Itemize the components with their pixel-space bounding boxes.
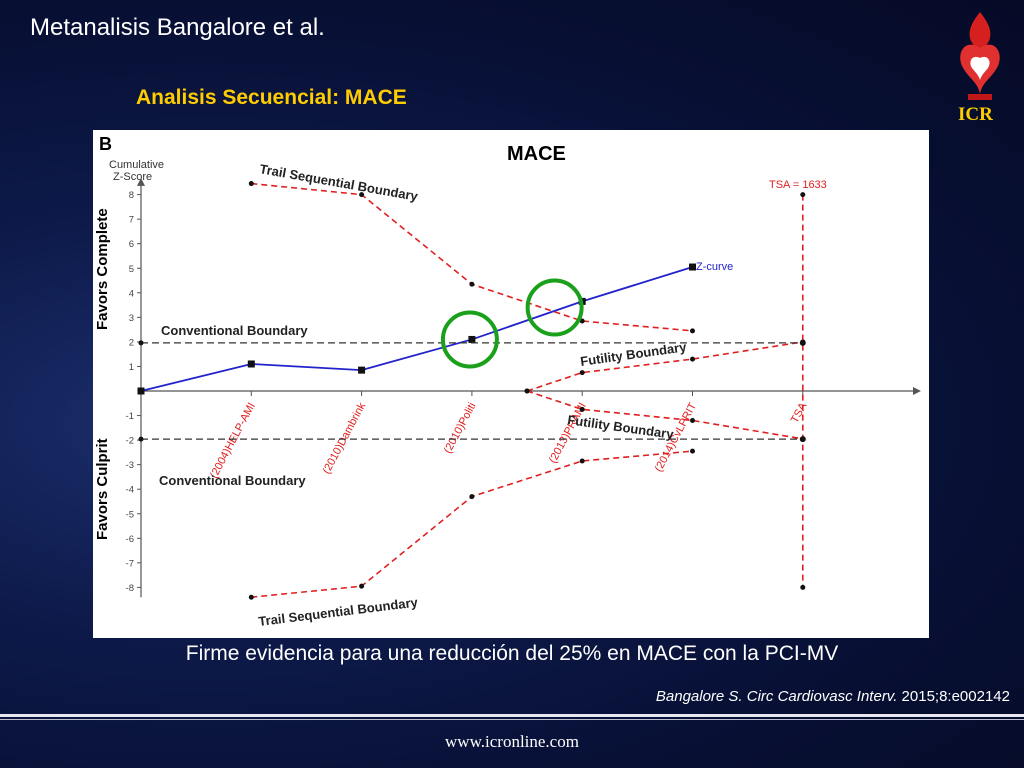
icr-heart-logo-icon	[960, 12, 1000, 100]
zcurve-point	[689, 263, 696, 271]
futility-lower-point	[524, 388, 530, 394]
conventional-lower-label: Conventional Boundary	[159, 473, 306, 488]
y-axis-label-line2: Z-Score	[113, 171, 152, 183]
zcurve-line	[140, 266, 693, 392]
futility-upper-boundary-line	[526, 341, 803, 392]
trial-lower-point	[690, 448, 695, 454]
x-tick-label: (2010)Dambrink	[321, 400, 369, 476]
chart-panel: B MACE Cumulative Z-Score Favors Complet…	[93, 130, 929, 638]
trial-upper-point	[248, 181, 254, 187]
chart-title: MACE	[507, 143, 566, 165]
mace-sequential-chart: B MACE Cumulative Z-Score Favors Complet…	[94, 134, 921, 629]
y-tick-label: -8	[126, 583, 134, 594]
slide-subtitle: Analisis Secuencial: MACE	[136, 86, 407, 109]
trial-lower-boundary-line	[251, 450, 693, 599]
conventional-upper-label: Conventional Boundary	[161, 323, 308, 338]
y-tick-label: -1	[126, 411, 134, 422]
y-tick-label: 6	[129, 239, 134, 250]
citation: Bangalore S. Circ Cardiovasc Interv. 201…	[656, 688, 1010, 705]
conclusion-text: Firme evidencia para una reducción del 2…	[185, 642, 839, 665]
logo-text: ICR	[958, 104, 993, 125]
futility-upper-point	[690, 356, 695, 362]
y-tick-label: 4	[129, 288, 134, 299]
trial-lower-point	[359, 583, 365, 589]
conventional-start-point	[138, 340, 144, 346]
favors-culprit-label: Favors Culprit	[94, 438, 111, 540]
y-tick-label: -3	[126, 460, 134, 471]
y-tick-label: -7	[126, 558, 134, 569]
trial-upper-point	[469, 281, 475, 287]
citation-details: 2015;8:e002142	[897, 688, 1010, 705]
tsa-point	[800, 192, 806, 198]
favors-complete-label: Favors Complete	[94, 208, 111, 330]
tsa-conventional-point	[799, 339, 806, 346]
futility-lower-point	[690, 417, 695, 423]
x-axis-arrow	[913, 387, 921, 395]
footer-url: www.icronline.com	[445, 732, 579, 751]
slide-title: Metanalisis Bangalore et al.	[30, 14, 325, 41]
y-tick-label: 5	[129, 264, 134, 275]
trial-upper-boundary-line	[251, 182, 693, 332]
y-tick-label: 8	[129, 190, 134, 201]
zcurve-point	[137, 387, 145, 395]
citation-journal: Bangalore S. Circ Cardiovasc Interv.	[655, 688, 898, 705]
futility-lower-point	[579, 406, 585, 412]
x-tick-label: (2004)HELP-AMI	[208, 401, 258, 481]
futility-lower-boundary-line	[526, 390, 803, 440]
y-axis-arrow	[137, 177, 145, 186]
x-tick-label: (2010)Politi	[442, 401, 479, 456]
trial-lower-point	[469, 494, 475, 500]
highlight-circle-politi	[440, 310, 499, 369]
footer-divider-thin	[0, 719, 1024, 720]
zcurve-label: Z-curve	[696, 261, 733, 273]
y-tick-label: 2	[129, 337, 134, 348]
conventional-start-point	[138, 436, 144, 442]
trial-upper-point	[359, 192, 365, 198]
trial-upper-point	[690, 328, 695, 334]
trail-lower-label: Trail Sequential Boundary	[258, 594, 420, 629]
y-tick-label: 7	[129, 215, 134, 226]
trail-upper-label: Trail Sequential Boundary	[258, 161, 419, 204]
zcurve-point	[247, 360, 255, 368]
x-tick-label: TSA	[789, 400, 810, 425]
trial-lower-point	[248, 594, 254, 600]
tsa-point	[800, 584, 806, 590]
tsa-label: TSA = 1633	[769, 179, 827, 191]
y-tick-label: 3	[129, 313, 134, 324]
zcurve-point	[468, 335, 476, 343]
y-tick-label: 1	[129, 362, 134, 373]
trial-upper-point	[579, 318, 585, 324]
panel-label: B	[99, 134, 112, 154]
highlight-circle-prami	[525, 278, 584, 337]
futility-upper-point	[579, 370, 585, 376]
y-tick-label: -2	[126, 436, 134, 447]
y-tick-label: -6	[126, 534, 134, 545]
footer-divider	[0, 714, 1024, 717]
zcurve-point	[358, 366, 366, 374]
tsa-conventional-point	[799, 436, 806, 443]
y-tick-label: -4	[126, 485, 134, 496]
trial-lower-point	[579, 458, 585, 464]
futility-upper-label: Futility Boundary	[579, 339, 688, 369]
y-axis-label-line1: Cumulative	[109, 159, 164, 171]
y-tick-label: -5	[126, 509, 134, 520]
